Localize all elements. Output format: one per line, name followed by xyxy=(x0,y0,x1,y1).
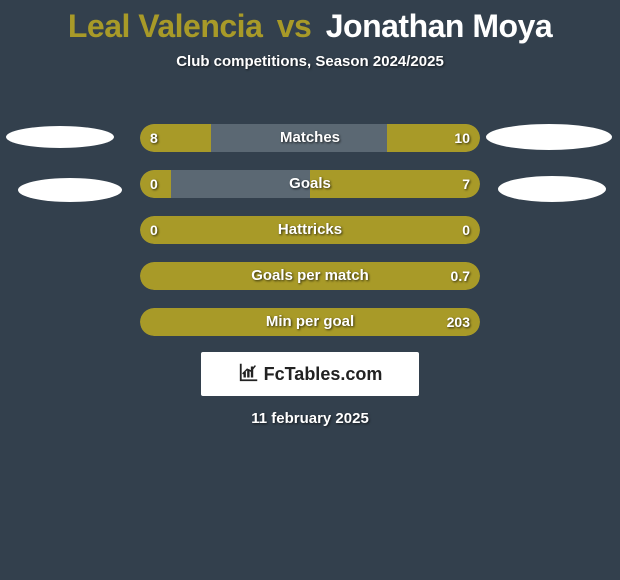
date-text: 11 february 2025 xyxy=(251,410,369,427)
stat-right-value: 203 xyxy=(447,308,470,336)
vs-text: vs xyxy=(277,8,312,44)
stat-left-value: 0 xyxy=(150,216,158,244)
left-decor-ellipse-1 xyxy=(6,126,114,148)
subtitle: Club competitions, Season 2024/2025 xyxy=(0,53,620,70)
stat-right-value: 7 xyxy=(462,170,470,198)
player2-name: Jonathan Moya xyxy=(326,8,552,44)
stat-row-min-per-goal: 203 Min per goal xyxy=(140,308,480,336)
stat-label: Goals xyxy=(289,170,331,198)
brand-text: FcTables.com xyxy=(264,364,383,385)
stat-row-goals: 0 7 Goals xyxy=(140,170,480,198)
chart-icon xyxy=(238,361,260,388)
stat-right-value: 0.7 xyxy=(451,262,470,290)
brand-badge: FcTables.com xyxy=(201,352,419,396)
stat-label: Hattricks xyxy=(278,216,342,244)
left-decor-ellipse-2 xyxy=(18,178,122,202)
right-decor-ellipse-1 xyxy=(486,124,612,150)
player1-name: Leal Valencia xyxy=(68,8,263,44)
stat-label: Matches xyxy=(280,124,340,152)
comparison-rows: 8 10 Matches 0 7 Goals 0 0 Hattricks 0.7 Goals per… xyxy=(140,124,480,354)
stat-left-value: 8 xyxy=(150,124,158,152)
stat-label: Min per goal xyxy=(266,308,354,336)
stat-right-value: 0 xyxy=(462,216,470,244)
stat-right-value: 10 xyxy=(454,124,470,152)
stat-row-goals-per-match: 0.7 Goals per match xyxy=(140,262,480,290)
stat-left-value: 0 xyxy=(150,170,158,198)
right-decor-ellipse-2 xyxy=(498,176,606,202)
comparison-title: Leal Valencia vs Jonathan Moya xyxy=(0,0,620,45)
stat-row-matches: 8 10 Matches xyxy=(140,124,480,152)
stat-label: Goals per match xyxy=(251,262,369,290)
stat-row-hattricks: 0 0 Hattricks xyxy=(140,216,480,244)
